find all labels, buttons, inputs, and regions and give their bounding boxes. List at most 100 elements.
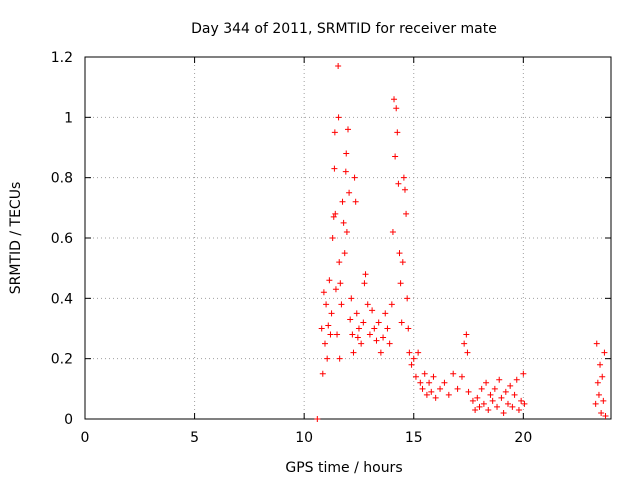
data-point — [405, 325, 412, 332]
data-point — [320, 289, 327, 296]
data-point — [371, 325, 378, 332]
data-point — [396, 250, 403, 257]
data-point — [458, 373, 465, 380]
data-point — [351, 174, 358, 181]
data-point — [324, 355, 331, 362]
data-point — [329, 235, 336, 241]
data-point — [342, 168, 349, 175]
data-point — [485, 406, 492, 413]
data-point — [395, 180, 402, 187]
data-point — [599, 373, 606, 380]
data-point — [319, 370, 326, 377]
data-point — [345, 126, 351, 133]
data-point — [338, 301, 345, 308]
y-axis-label: SRMTID / TECUs — [8, 182, 24, 295]
data-point — [349, 331, 356, 338]
data-point — [318, 325, 325, 332]
data-point — [388, 301, 395, 308]
data-point — [593, 340, 600, 347]
data-point — [375, 319, 382, 326]
data-point — [421, 370, 428, 377]
data-point — [601, 349, 608, 356]
data-point — [408, 361, 415, 368]
data-point — [404, 295, 411, 302]
data-point — [465, 388, 472, 395]
data-point — [366, 331, 373, 338]
data-point — [339, 198, 346, 205]
chart-title: Day 344 of 2011, SRMTID for receiver mat… — [191, 21, 497, 37]
data-point — [441, 379, 448, 386]
data-point — [331, 129, 338, 136]
data-point — [432, 394, 439, 401]
data-point — [476, 403, 483, 410]
data-point — [417, 379, 424, 386]
data-point — [498, 394, 505, 401]
x-tick-label: 10 — [295, 430, 313, 446]
data-point — [389, 228, 396, 235]
data-point — [412, 373, 419, 380]
data-point — [478, 385, 485, 392]
data-point — [343, 150, 350, 157]
data-point — [403, 210, 410, 217]
data-point — [597, 361, 604, 368]
data-point — [350, 349, 357, 356]
data-point — [463, 331, 470, 338]
data-point — [327, 331, 334, 338]
data-point — [331, 165, 338, 172]
data-point — [352, 198, 359, 205]
data-point — [332, 210, 339, 217]
data-point — [314, 416, 321, 422]
data-point — [332, 286, 339, 293]
data-point — [348, 295, 355, 302]
data-point — [358, 340, 365, 347]
data-point — [406, 349, 413, 356]
data-point — [399, 259, 406, 266]
data-point — [386, 340, 393, 347]
x-tick-label: 20 — [514, 430, 532, 446]
data-point — [521, 400, 528, 407]
y-tick-label: 0.2 — [51, 352, 73, 368]
data-point — [393, 105, 400, 112]
data-point — [423, 391, 430, 398]
data-point — [353, 310, 360, 317]
data-points — [314, 63, 609, 422]
x-tick-label: 15 — [405, 430, 423, 446]
data-point — [347, 316, 354, 323]
data-point — [323, 301, 330, 308]
data-point — [401, 186, 408, 193]
data-point — [454, 385, 461, 392]
data-point — [397, 280, 404, 287]
data-point — [328, 310, 335, 317]
data-point — [515, 406, 522, 413]
data-point — [480, 400, 487, 407]
data-point — [509, 403, 516, 410]
data-point — [469, 397, 476, 404]
data-point — [340, 219, 347, 226]
data-point — [464, 349, 471, 356]
data-point — [419, 385, 426, 392]
data-point — [391, 96, 398, 103]
data-point — [598, 409, 605, 416]
data-point — [326, 277, 333, 284]
data-point — [362, 271, 369, 278]
data-point — [354, 334, 361, 341]
data-point — [336, 355, 343, 362]
data-point — [426, 379, 433, 386]
data-point — [398, 319, 405, 326]
data-point — [364, 301, 371, 308]
data-point — [337, 280, 344, 287]
data-point — [595, 391, 602, 398]
y-tick-label: 0.4 — [51, 291, 73, 307]
y-tick-label: 0.6 — [51, 231, 73, 247]
data-point — [335, 63, 342, 70]
data-point — [341, 250, 348, 257]
data-point — [380, 334, 387, 341]
data-point — [500, 409, 507, 416]
data-point — [513, 376, 520, 383]
data-point — [373, 337, 380, 344]
data-point — [430, 373, 437, 380]
y-tick-label: 1.2 — [51, 50, 73, 66]
y-tick-label: 0.8 — [51, 171, 73, 187]
data-point — [602, 412, 609, 419]
data-point — [504, 400, 511, 407]
